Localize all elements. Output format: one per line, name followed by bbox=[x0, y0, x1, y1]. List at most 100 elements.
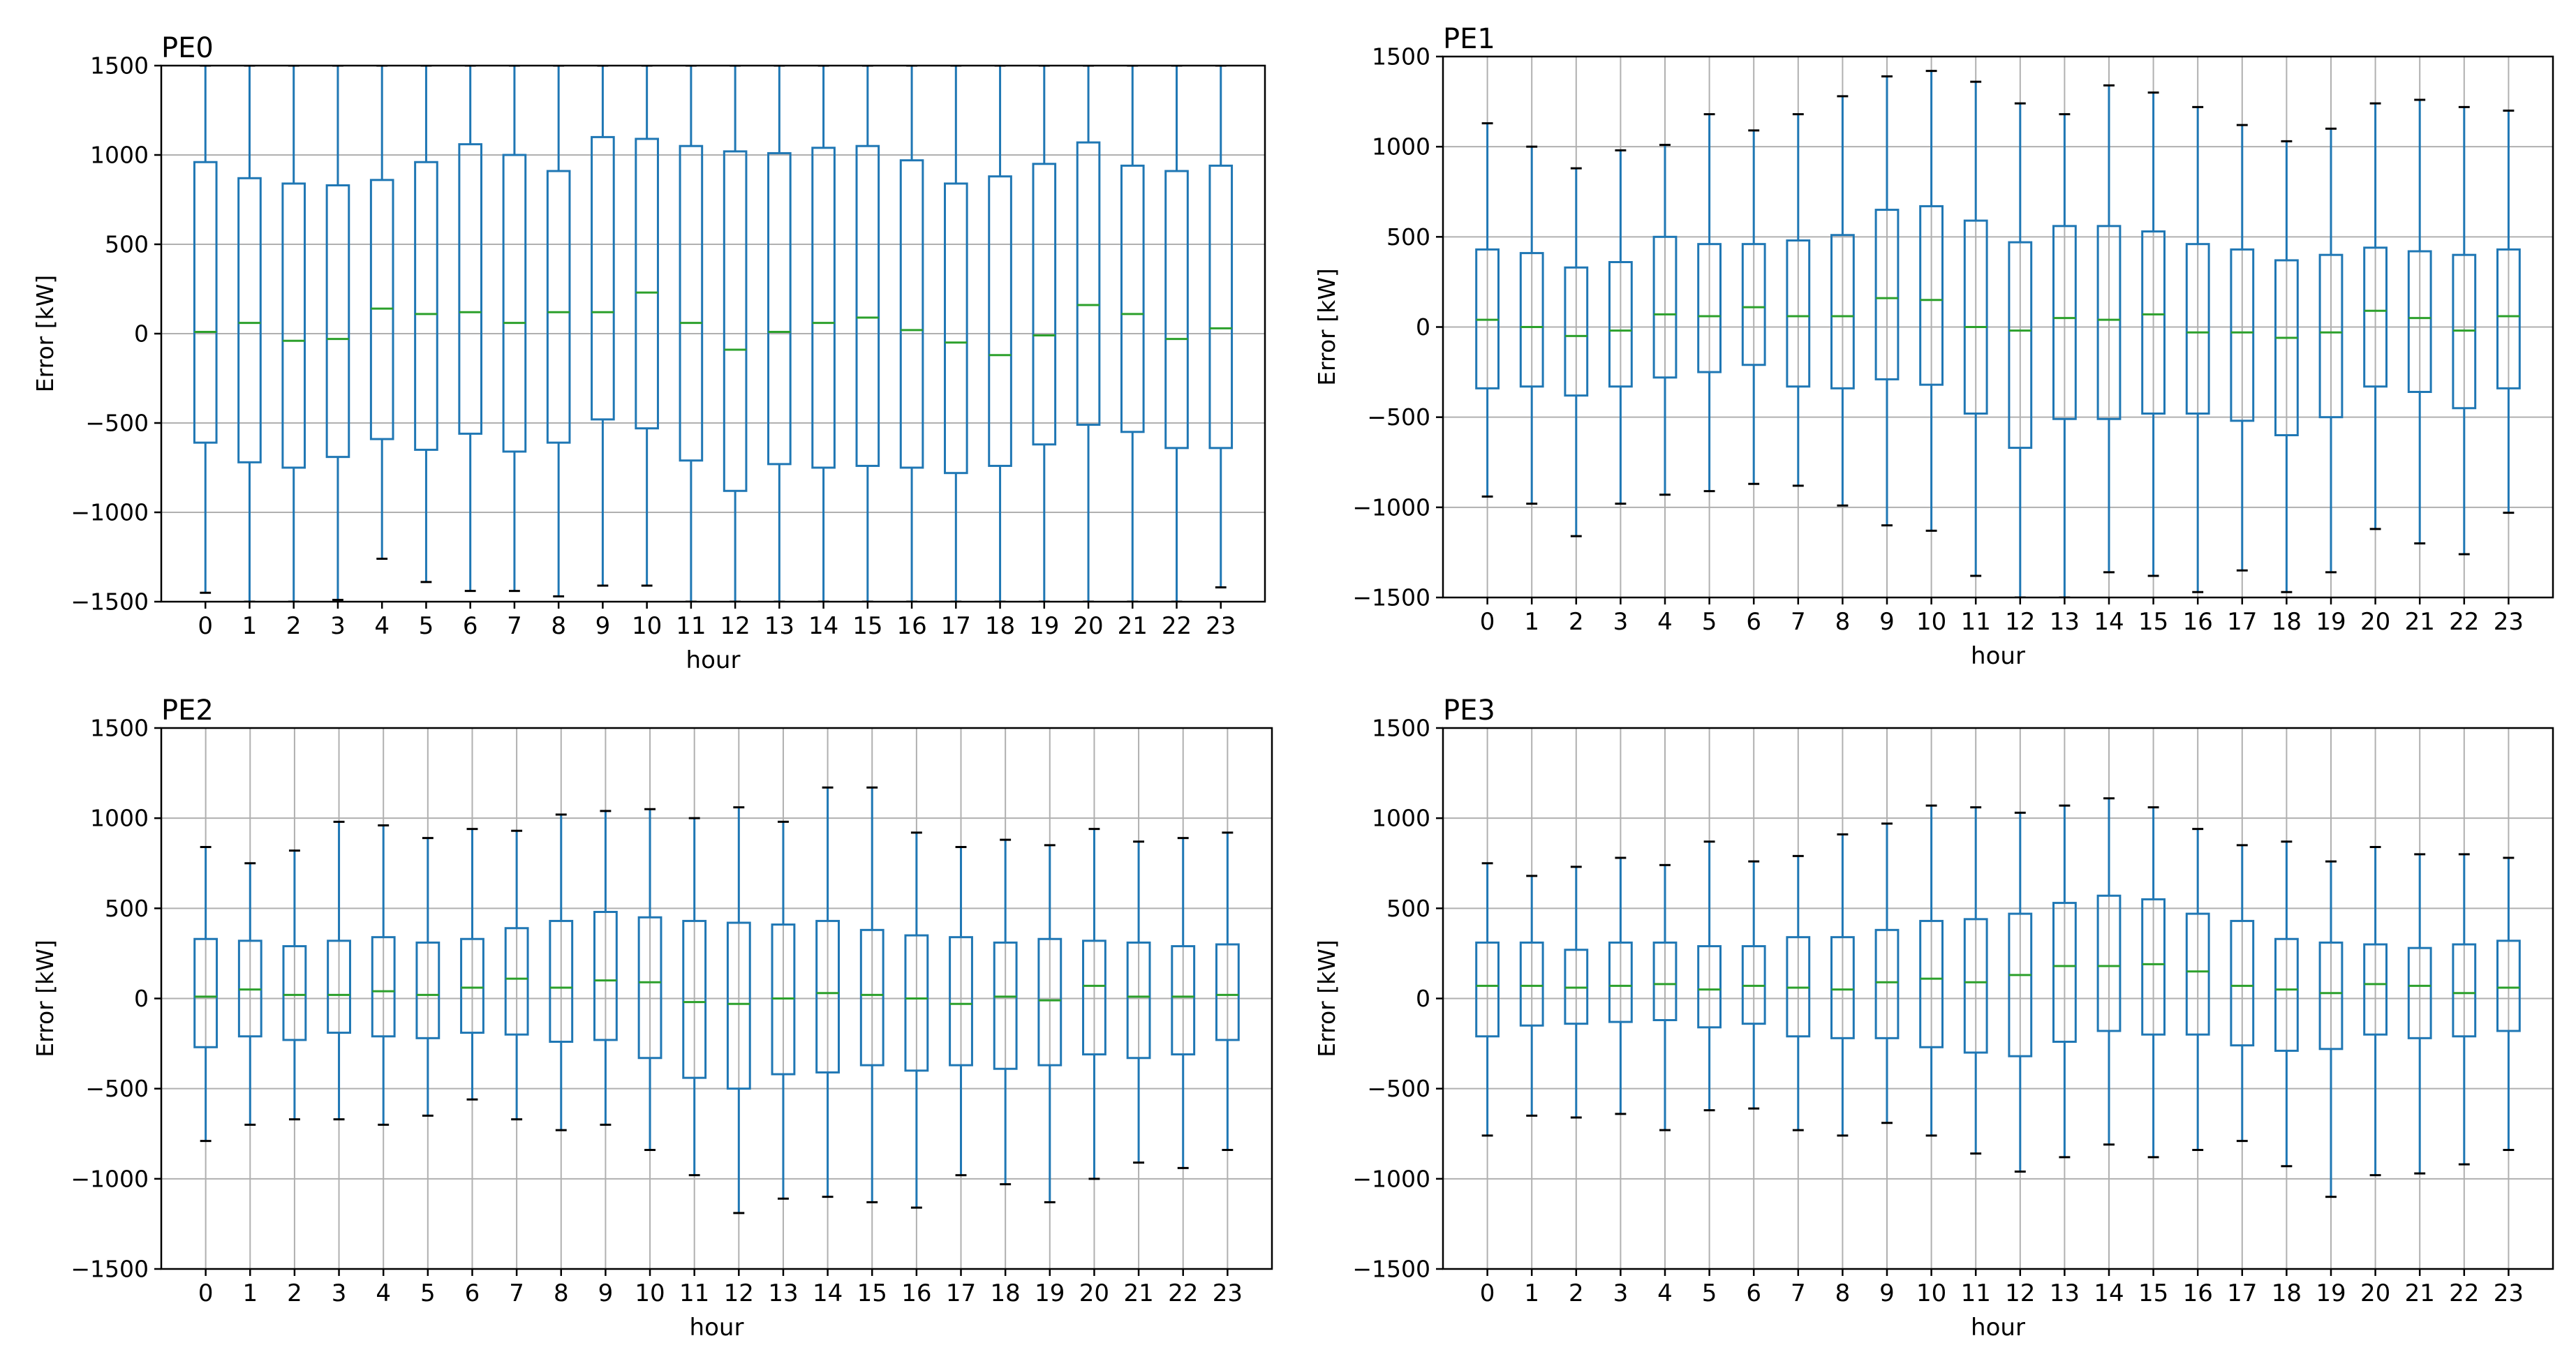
box-hour-15 bbox=[2141, 91, 2166, 577]
box-hour-7 bbox=[504, 829, 529, 1121]
box-hour-17 bbox=[949, 846, 973, 1177]
box bbox=[325, 184, 350, 459]
box bbox=[504, 927, 529, 1036]
x-tick-label: 6 bbox=[1746, 1279, 1761, 1307]
box-hour-23 bbox=[2496, 110, 2521, 514]
x-tick-label: 5 bbox=[419, 612, 434, 640]
box bbox=[1652, 941, 1678, 1021]
box-hour-5 bbox=[1697, 113, 1722, 493]
x-tick-label: 1 bbox=[1524, 1279, 1539, 1307]
box-hour-13 bbox=[2052, 804, 2077, 1159]
box bbox=[1215, 943, 1240, 1041]
box bbox=[944, 182, 968, 475]
box bbox=[1208, 164, 1234, 450]
box-hour-4 bbox=[371, 824, 396, 1126]
box-hour-18 bbox=[993, 838, 1018, 1186]
box-hour-2 bbox=[1564, 866, 1589, 1119]
x-axis-label: hour bbox=[686, 646, 741, 674]
y-tick-label: 500 bbox=[105, 895, 149, 922]
chart-title: PE3 bbox=[1443, 695, 1495, 727]
box-hour-16 bbox=[2185, 105, 2210, 593]
box bbox=[1874, 928, 1900, 1039]
box-hour-4 bbox=[369, 66, 394, 560]
box-hour-8 bbox=[1830, 833, 1855, 1137]
box-hour-3 bbox=[1608, 149, 1633, 505]
x-tick-label: 7 bbox=[509, 1279, 524, 1307]
x-tick-label: 8 bbox=[1835, 1279, 1851, 1307]
box-hour-21 bbox=[1120, 66, 1145, 602]
x-tick-label: 22 bbox=[1162, 612, 1192, 640]
x-tick-label: 14 bbox=[813, 1279, 843, 1307]
chart-title: PE2 bbox=[161, 695, 214, 727]
x-tick-label: 18 bbox=[985, 612, 1015, 640]
box bbox=[2141, 230, 2166, 415]
box-hour-10 bbox=[1919, 70, 1944, 532]
x-tick-label: 13 bbox=[764, 612, 794, 640]
x-tick-label: 4 bbox=[376, 1279, 391, 1307]
y-tick-label: −1500 bbox=[1352, 584, 1430, 611]
box-hour-6 bbox=[460, 828, 484, 1101]
box-series bbox=[193, 786, 1240, 1215]
box-hour-22 bbox=[1171, 837, 1196, 1169]
x-tick-label: 17 bbox=[941, 612, 971, 640]
box-hour-22 bbox=[2452, 105, 2477, 556]
x-tick-label: 9 bbox=[595, 612, 611, 640]
box bbox=[2096, 225, 2122, 420]
box bbox=[2230, 919, 2255, 1047]
box-hour-7 bbox=[1786, 854, 1811, 1131]
x-tick-label: 5 bbox=[1702, 1279, 1717, 1307]
box-hour-22 bbox=[1164, 66, 1189, 602]
x-tick-label: 17 bbox=[2227, 608, 2257, 636]
box-hour-0 bbox=[1475, 862, 1500, 1137]
box bbox=[1786, 239, 1811, 388]
y-tick-label: −500 bbox=[85, 1075, 149, 1102]
box-hour-11 bbox=[682, 817, 707, 1177]
y-tick-label: 500 bbox=[1386, 223, 1430, 251]
box bbox=[2318, 941, 2344, 1050]
x-axis-label: hour bbox=[1971, 642, 2025, 670]
x-tick-label: 3 bbox=[1613, 1279, 1629, 1307]
y-tick-label: 1000 bbox=[90, 142, 149, 169]
box bbox=[237, 177, 262, 463]
x-tick-label: 9 bbox=[598, 1279, 614, 1307]
box bbox=[1919, 205, 1944, 386]
box-hour-5 bbox=[414, 66, 438, 584]
box-hour-20 bbox=[2363, 102, 2388, 530]
x-tick-label: 16 bbox=[896, 612, 926, 640]
box-hour-4 bbox=[1652, 863, 1678, 1131]
x-tick-label: 22 bbox=[2449, 1279, 2479, 1307]
box-hour-19 bbox=[1032, 66, 1057, 602]
box-hour-18 bbox=[2274, 140, 2299, 593]
box bbox=[723, 150, 748, 492]
x-tick-label: 6 bbox=[463, 612, 478, 640]
box-hour-23 bbox=[1208, 66, 1234, 589]
x-tick-label: 23 bbox=[1206, 612, 1236, 640]
x-tick-label: 6 bbox=[465, 1279, 480, 1307]
x-axis: 0 1 2 3 4 5 6 7 8 9 10 11 12 13 14 15 16 17 18 19 20 21 22 23 bbox=[198, 602, 1236, 640]
x-tick-label: 3 bbox=[1613, 608, 1629, 636]
box-hour-21 bbox=[2407, 98, 2432, 544]
x-tick-label: 20 bbox=[2360, 608, 2390, 636]
box bbox=[2363, 943, 2388, 1036]
box bbox=[193, 161, 218, 444]
x-axis: 0 1 2 3 4 5 6 7 8 9 10 11 12 13 14 15 16 17 18 19 20 21 22 23 bbox=[198, 1269, 1243, 1307]
x-tick-label: 21 bbox=[2405, 1279, 2435, 1307]
box bbox=[988, 175, 1012, 467]
box-hour-14 bbox=[815, 786, 841, 1198]
x-tick-label: 20 bbox=[2360, 1279, 2390, 1307]
x-tick-label: 7 bbox=[1791, 1279, 1806, 1307]
x-tick-label: 1 bbox=[1524, 608, 1539, 636]
box-hour-14 bbox=[811, 66, 836, 602]
x-axis: 0 1 2 3 4 5 6 7 8 9 10 11 12 13 14 15 16 17 18 19 20 21 22 23 bbox=[1480, 1269, 2524, 1307]
box bbox=[546, 170, 571, 444]
box bbox=[993, 941, 1018, 1070]
y-tick-label: 1000 bbox=[1372, 133, 1430, 161]
y-axis: −1500 −1000 −500 0 500 1000 1500 bbox=[1352, 715, 1443, 1283]
box bbox=[1519, 252, 1544, 388]
box-hour-22 bbox=[2452, 853, 2477, 1166]
box-hour-1 bbox=[237, 66, 262, 602]
box bbox=[2008, 912, 2033, 1057]
x-tick-label: 10 bbox=[1916, 1279, 1946, 1307]
box bbox=[415, 941, 441, 1039]
